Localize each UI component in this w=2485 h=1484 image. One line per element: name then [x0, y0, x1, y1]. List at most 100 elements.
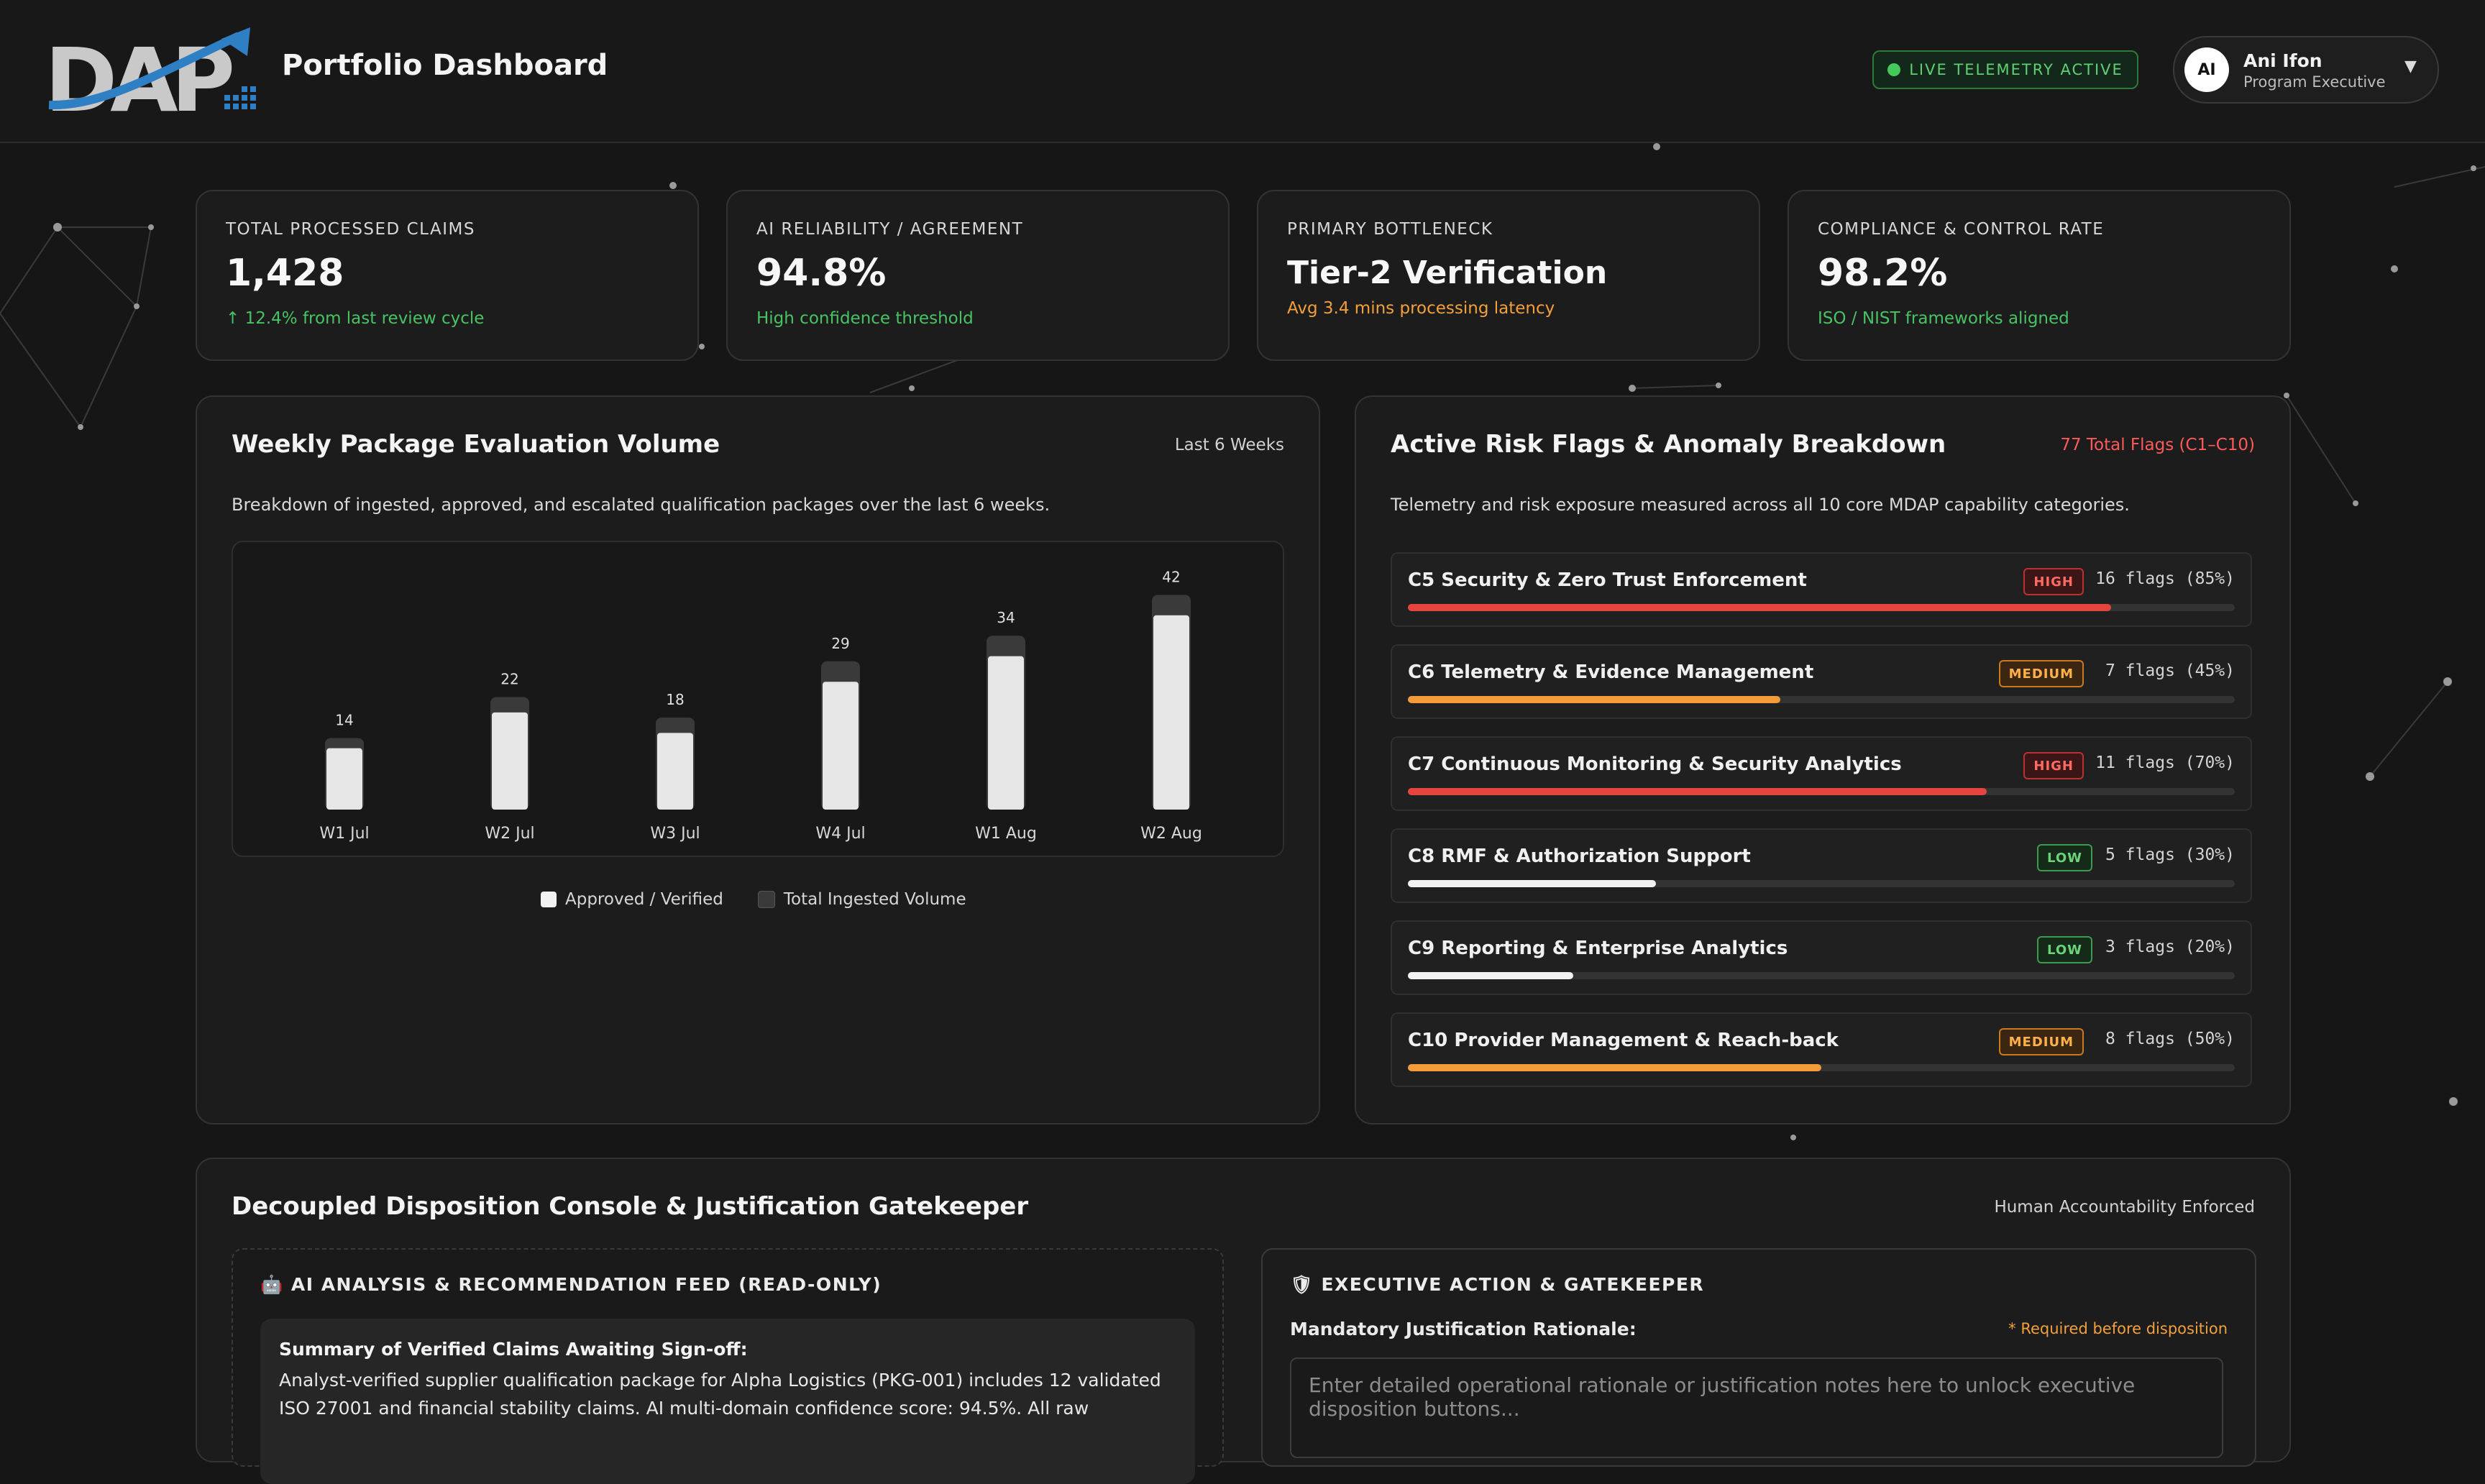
risk-flag-count: 7 flags (45%) — [2105, 661, 2235, 680]
risk-row[interactable]: C8 RMF & Authorization Support LOW 5 flags… — [1391, 828, 2252, 903]
risk-flags-panel: Active Risk Flags & Anomaly Breakdown 77… — [1355, 395, 2291, 1125]
page-title: Portfolio Dashboard — [282, 49, 608, 82]
network-background — [0, 143, 2485, 1140]
x-tick-label: W2 Jul — [485, 825, 534, 843]
legend-item-approved[interactable]: Approved / Verified — [541, 890, 723, 909]
bar-approved-w2-jul[interactable] — [492, 712, 528, 810]
kpi-value: Tier-2 Verification — [1287, 255, 1608, 291]
user-menu[interactable]: AI Ani Ifon Program Executive ▼ — [2173, 36, 2439, 104]
bar-value-label: 14 — [335, 711, 353, 728]
kpi-card-primary-bottleneck: PRIMARY BOTTLENECK Tier-2 Verification A… — [1257, 190, 1760, 361]
risk-row[interactable]: C10 Provider Management & Reach-back MEDI… — [1391, 1012, 2252, 1087]
disposition-console: Decoupled Disposition Console & Justific… — [196, 1158, 2291, 1484]
risk-level-badge: MEDIUM — [1998, 1028, 2084, 1055]
shield-icon: 🛡 — [1290, 1274, 1322, 1295]
risk-progress-track — [1408, 604, 2235, 611]
console-tag: Human Accountability Enforced — [1994, 1198, 2255, 1217]
risk-flag-count: 5 flags (30%) — [2105, 846, 2235, 864]
live-telemetry-badge: LIVE TELEMETRY ACTIVE — [1872, 50, 2138, 89]
kpi-note: ↑ 12.4% from last review cycle — [226, 309, 485, 328]
risk-category-name: C9 Reporting & Enterprise Analytics — [1408, 938, 1788, 959]
kpi-label: TOTAL PROCESSED CLAIMS — [226, 220, 475, 239]
robot-icon: 🤖 — [260, 1274, 291, 1295]
bar-value-label: 42 — [1162, 568, 1180, 585]
bar-approved-w1-jul[interactable] — [326, 748, 362, 810]
bar-value-label: 29 — [831, 635, 849, 652]
risk-category-name: C5 Security & Zero Trust Enforcement — [1408, 569, 1807, 591]
bar-approved-w1-aug[interactable] — [988, 656, 1024, 810]
kpi-card-processed-claims: TOTAL PROCESSED CLAIMS 1,428 ↑ 12.4% fro… — [196, 190, 699, 361]
kpi-note: ISO / NIST frameworks aligned — [1818, 309, 2069, 328]
feed-heading-label: AI ANALYSIS & RECOMMENDATION FEED (READ-… — [290, 1274, 882, 1295]
bar-approved-w3-jul[interactable] — [657, 733, 693, 810]
risk-flag-count: 16 flags (85%) — [2095, 569, 2235, 588]
risk-category-name: C6 Telemetry & Evidence Management — [1408, 661, 1814, 683]
feed-heading: 🤖 AI ANALYSIS & RECOMMENDATION FEED (REA… — [260, 1274, 882, 1296]
bar-approved-w2-aug[interactable] — [1153, 615, 1189, 810]
risk-level-badge: HIGH — [2023, 752, 2084, 779]
dap-logo[interactable]: DAP — [45, 26, 260, 115]
ai-recommendation-feed: 🤖 AI ANALYSIS & RECOMMENDATION FEED (REA… — [232, 1248, 1224, 1484]
weekly-volume-panel: Weekly Package Evaluation Volume Last 6 … — [196, 395, 1320, 1125]
kpi-value: 1,428 — [226, 252, 344, 295]
risk-row[interactable]: C5 Security & Zero Trust Enforcement HIGH… — [1391, 552, 2252, 627]
risk-progress-track — [1408, 696, 2235, 703]
legend-item-total[interactable]: Total Ingested Volume — [757, 890, 966, 909]
exec-heading-label: EXECUTIVE ACTION & GATEKEEPER — [1321, 1274, 1705, 1295]
kpi-label: PRIMARY BOTTLENECK — [1287, 220, 1493, 239]
risk-flag-count: 11 flags (70%) — [2095, 754, 2235, 772]
risk-progress-track — [1408, 880, 2235, 887]
risk-row[interactable]: C7 Continuous Monitoring & Security Anal… — [1391, 736, 2252, 811]
bar-value-label: 22 — [500, 671, 518, 688]
live-telemetry-label: LIVE TELEMETRY ACTIVE — [1909, 61, 2123, 78]
exec-heading: 🛡 EXECUTIVE ACTION & GATEKEEPER — [1290, 1274, 1704, 1296]
bar-chart: 14 W1 Jul 22 W2 Jul 18 W3 Jul 29 W4 Jul 34 W1 Aug… — [232, 541, 1284, 857]
avatar: AI — [2184, 47, 2229, 92]
feed-summary-title: Summary of Verified Claims Awaiting Sign… — [279, 1339, 748, 1360]
console-title: Decoupled Disposition Console & Justific… — [232, 1192, 1029, 1221]
risk-flag-count: 3 flags (20%) — [2105, 938, 2235, 956]
panel-description: Telemetry and risk exposure measured acr… — [1391, 495, 2130, 515]
risk-category-name: C8 RMF & Authorization Support — [1408, 846, 1751, 867]
x-tick-label: W3 Jul — [650, 825, 700, 843]
user-role: Program Executive — [2243, 73, 2386, 91]
justification-input[interactable] — [1290, 1357, 2223, 1458]
panel-description: Breakdown of ingested, approved, and esc… — [232, 495, 1051, 515]
x-tick-label: W4 Jul — [815, 825, 865, 843]
risk-row[interactable]: C6 Telemetry & Evidence Management MEDIUM… — [1391, 644, 2252, 719]
bar-approved-w4-jul[interactable] — [823, 682, 859, 810]
bar-value-label: 18 — [666, 691, 684, 708]
risk-level-badge: LOW — [2037, 936, 2092, 963]
feed-summary-box: Summary of Verified Claims Awaiting Sign… — [260, 1319, 1195, 1484]
risk-progress-fill — [1408, 788, 1987, 795]
risk-progress-fill — [1408, 972, 1573, 979]
kpi-label: COMPLIANCE & CONTROL RATE — [1818, 220, 2105, 239]
legend-swatch-total — [757, 891, 775, 908]
risk-flag-count: 8 flags (50%) — [2105, 1030, 2235, 1048]
range-label: Last 6 Weeks — [1174, 436, 1284, 454]
kpi-note: Avg 3.4 mins processing latency — [1287, 299, 1555, 318]
risk-progress-track — [1408, 788, 2235, 795]
kpi-card-compliance-rate: COMPLIANCE & CONTROL RATE 98.2% ISO / NI… — [1788, 190, 2291, 361]
risk-level-badge: HIGH — [2023, 568, 2084, 595]
x-tick-label: W1 Jul — [319, 825, 369, 843]
risk-category-name: C10 Provider Management & Reach-back — [1408, 1030, 1839, 1051]
required-note: * Required before disposition — [2008, 1320, 2228, 1337]
legend-swatch-approved — [541, 892, 557, 907]
total-flags-label: 77 Total Flags (C1–C10) — [2060, 436, 2255, 454]
x-tick-label: W2 Aug — [1140, 825, 1202, 843]
status-dot-icon — [1887, 63, 1901, 76]
bar-chart-svg: 14 W1 Jul 22 W2 Jul 18 W3 Jul 29 W4 Jul 34 W1 Aug… — [319, 568, 1202, 843]
kpi-label: AI RELIABILITY / AGREEMENT — [756, 220, 1024, 239]
risk-progress-fill — [1408, 604, 2111, 611]
risk-progress-fill — [1408, 880, 1656, 887]
kpi-note: High confidence threshold — [756, 309, 974, 328]
risk-progress-fill — [1408, 696, 1780, 703]
executive-gatekeeper: 🛡 EXECUTIVE ACTION & GATEKEEPER Mandator… — [1261, 1248, 2256, 1467]
feed-summary-text: Analyst-verified supplier qualification … — [279, 1370, 1161, 1419]
chevron-down-icon[interactable]: ▼ — [2404, 58, 2417, 75]
kpi-card-ai-reliability: AI RELIABILITY / AGREEMENT 94.8% High co… — [726, 190, 1230, 361]
risk-row[interactable]: C9 Reporting & Enterprise Analytics LOW 3 … — [1391, 920, 2252, 995]
chart-legend: Approved / Verified Total Ingested Volum… — [541, 890, 966, 909]
bar-value-label: 34 — [997, 609, 1015, 626]
